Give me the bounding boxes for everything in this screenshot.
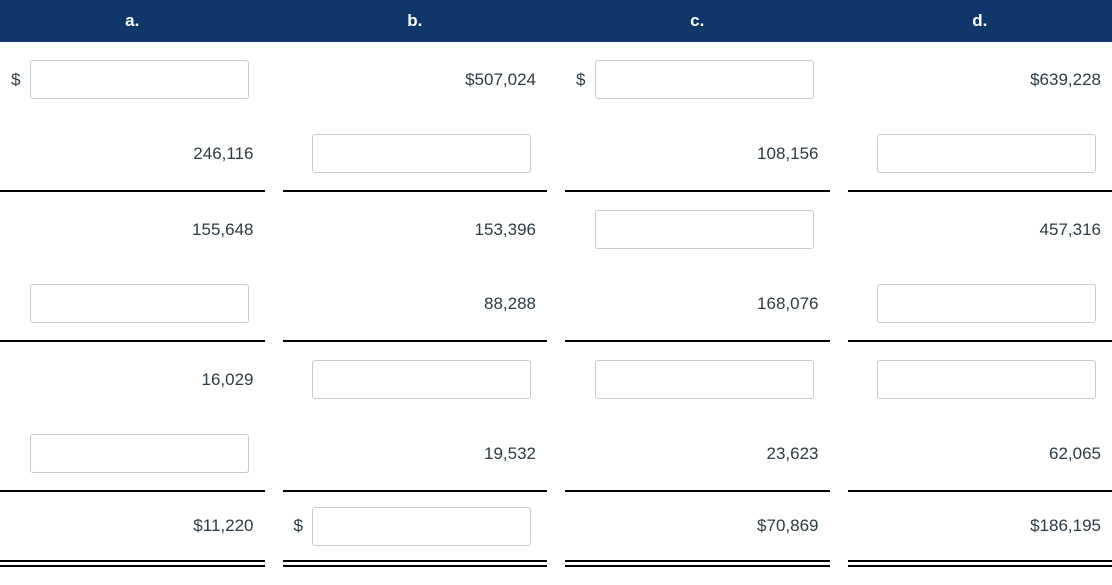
cell-value: 246,116 <box>193 143 254 163</box>
table-header: a. b. c. d. <box>0 0 1112 42</box>
amount-input-r4-d[interactable] <box>877 284 1096 323</box>
table-row: 88,288 168,076 <box>0 267 1112 342</box>
dollar-sign: $ <box>576 69 586 89</box>
cell-r1-d: $639,228 <box>848 42 1112 117</box>
cell-r5-d <box>848 342 1112 417</box>
cell-r5-a: 16,029 <box>0 342 265 417</box>
cell-value: 155,648 <box>192 219 254 239</box>
cell-value: 108,156 <box>757 143 819 163</box>
cell-value: 19,532 <box>484 443 536 463</box>
cell-value: $186,195 <box>1030 516 1101 535</box>
amount-input-r1-c[interactable] <box>594 60 814 99</box>
cell-r4-b: 88,288 <box>282 267 547 342</box>
cell-r7-a: $11,220 <box>0 492 265 567</box>
table-row: $ $507,024 $ $639,228 <box>0 42 1112 117</box>
cell-r2-b <box>282 117 547 192</box>
cell-value: 168,076 <box>757 293 819 313</box>
cell-r7-b: $ <box>282 492 547 567</box>
cell-r3-a: 155,648 <box>0 192 265 267</box>
amount-input-r3-c[interactable] <box>594 210 814 249</box>
cell-r7-c: $70,869 <box>565 492 830 567</box>
cell-r3-b: 153,396 <box>283 192 548 267</box>
cell-r1-b: $507,024 <box>283 42 548 117</box>
dollar-sign: $ <box>11 69 21 89</box>
cell-r4-a <box>0 267 265 342</box>
cell-value: $70,869 <box>757 516 819 535</box>
cell-r2-d <box>847 117 1112 192</box>
amount-input-r4-a[interactable] <box>29 284 249 323</box>
column-header-a: a. <box>125 11 140 30</box>
cell-r5-b <box>283 342 548 417</box>
amount-input-r2-d[interactable] <box>877 134 1096 173</box>
table-row: 246,116 108,156 <box>0 117 1112 192</box>
cell-value: $507,024 <box>465 69 536 89</box>
table-row: 19,532 23,623 62,065 <box>0 417 1112 492</box>
cell-r6-b: 19,532 <box>282 417 547 492</box>
cell-r7-d: $186,195 <box>847 492 1112 567</box>
cell-value: $11,220 <box>193 516 254 535</box>
amount-input-r5-d[interactable] <box>877 360 1096 399</box>
cell-value: 16,029 <box>201 369 254 389</box>
cell-r6-d: 62,065 <box>847 417 1112 492</box>
amount-input-r6-a[interactable] <box>29 434 249 473</box>
column-header-c: c. <box>690 11 705 30</box>
cell-r1-a: $ <box>0 42 265 117</box>
cell-r2-a: 246,116 <box>0 117 265 192</box>
amount-input-r5-b[interactable] <box>312 360 531 399</box>
column-header-b: b. <box>407 11 423 30</box>
amount-input-r5-c[interactable] <box>594 360 814 399</box>
cell-value: $639,228 <box>1030 69 1101 89</box>
table-row: 16,029 <box>0 342 1112 417</box>
cell-value: 23,623 <box>766 443 819 463</box>
cell-r3-c <box>565 192 830 267</box>
cell-value: 457,316 <box>1039 219 1101 239</box>
table-row: 155,648 153,396 457,316 <box>0 192 1112 267</box>
cell-r1-c: $ <box>565 42 830 117</box>
cell-r4-c: 168,076 <box>565 267 830 342</box>
cell-r3-d: 457,316 <box>848 192 1112 267</box>
cell-r6-a <box>0 417 265 492</box>
amount-input-r2-b[interactable] <box>312 134 531 173</box>
amount-input-r1-a[interactable] <box>29 60 249 99</box>
cell-r6-c: 23,623 <box>565 417 830 492</box>
cell-r5-c <box>565 342 830 417</box>
cell-value: 88,288 <box>484 293 536 313</box>
cell-r2-c: 108,156 <box>565 117 830 192</box>
dollar-sign: $ <box>293 516 303 535</box>
cell-r4-d <box>847 267 1112 342</box>
table-row-totals: $11,220 $ $70,869 $186,195 <box>0 492 1112 567</box>
amount-input-r7-b[interactable] <box>312 506 531 546</box>
cell-value: 153,396 <box>474 219 536 239</box>
cell-value: 62,065 <box>1049 443 1101 463</box>
column-header-d: d. <box>972 11 988 30</box>
